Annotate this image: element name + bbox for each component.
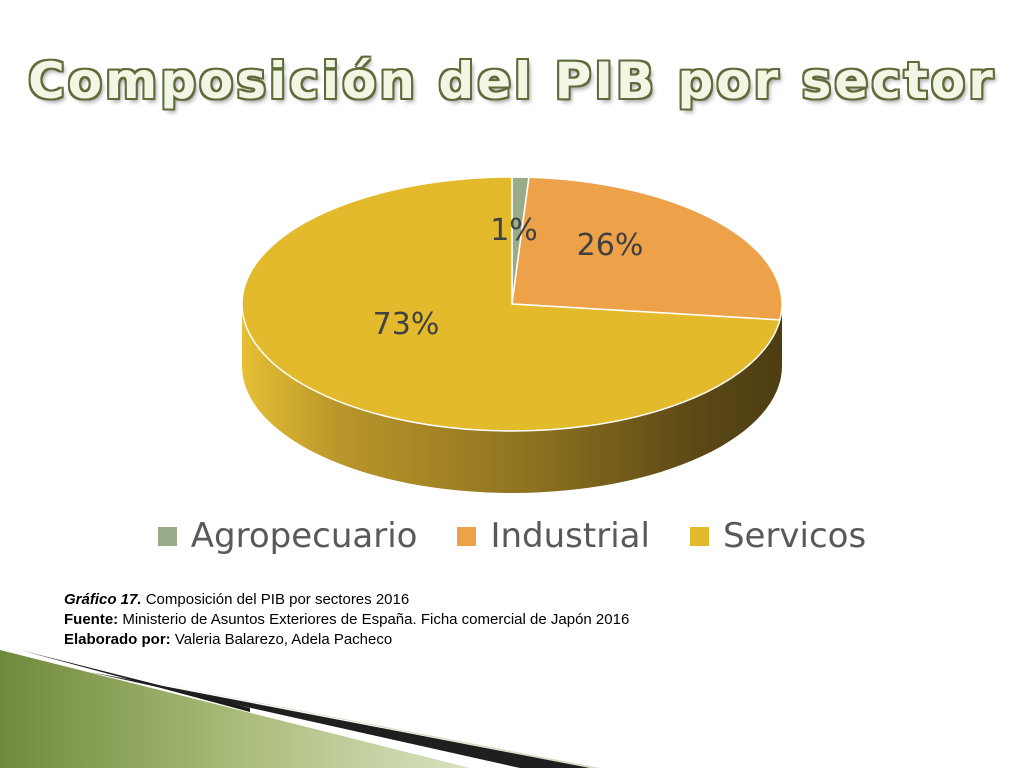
legend-item-servicos: Servicos bbox=[689, 516, 867, 556]
decoration-black-band bbox=[90, 672, 590, 768]
chart-legend: Agropecuario Industrial Servicos bbox=[0, 516, 1024, 556]
pie-slice-servicos bbox=[241, 176, 781, 432]
legend-label-servicos: Servicos bbox=[722, 516, 867, 556]
decoration-light-band bbox=[120, 676, 600, 768]
chart-caption: Gráfico 17. Composición del PIB por sect… bbox=[64, 590, 629, 650]
slide-title: Composición del PIB por sector bbox=[28, 52, 996, 110]
caption-line-source: Fuente: Ministerio de Asuntos Exteriores… bbox=[64, 610, 629, 630]
legend-swatch-servicos bbox=[689, 526, 709, 546]
pie-side-wall bbox=[242, 304, 782, 493]
caption-source-label: Fuente: bbox=[64, 611, 119, 628]
caption-line-author: Elaborado por: Valeria Balarezo, Adela P… bbox=[64, 630, 629, 650]
legend-swatch-industrial bbox=[457, 526, 477, 546]
decoration-green-wedge bbox=[0, 650, 470, 768]
caption-figure-label: Gráfico 17. bbox=[64, 591, 142, 608]
data-label-servicos: 73% bbox=[373, 307, 440, 342]
caption-source-text: Ministerio de Asuntos Exteriores de Espa… bbox=[118, 611, 630, 628]
data-label-industrial: 26% bbox=[577, 228, 644, 263]
caption-author-text: Valeria Balarezo, Adela Pacheco bbox=[170, 631, 393, 648]
legend-item-industrial: Industrial bbox=[457, 516, 650, 556]
legend-label-agropecuario: Agropecuario bbox=[190, 516, 418, 556]
pie-slice-industrial bbox=[511, 176, 783, 321]
caption-line-figure: Gráfico 17. Composición del PIB por sect… bbox=[64, 590, 629, 610]
caption-figure-text: Composición del PIB por sectores 2016 bbox=[141, 591, 410, 608]
legend-item-agropecuario: Agropecuario bbox=[157, 516, 418, 556]
legend-swatch-agropecuario bbox=[157, 526, 177, 546]
legend-label-industrial: Industrial bbox=[490, 516, 650, 556]
data-label-agropecuario: 1% bbox=[490, 213, 538, 248]
caption-author-label: Elaborado por: bbox=[64, 631, 171, 648]
